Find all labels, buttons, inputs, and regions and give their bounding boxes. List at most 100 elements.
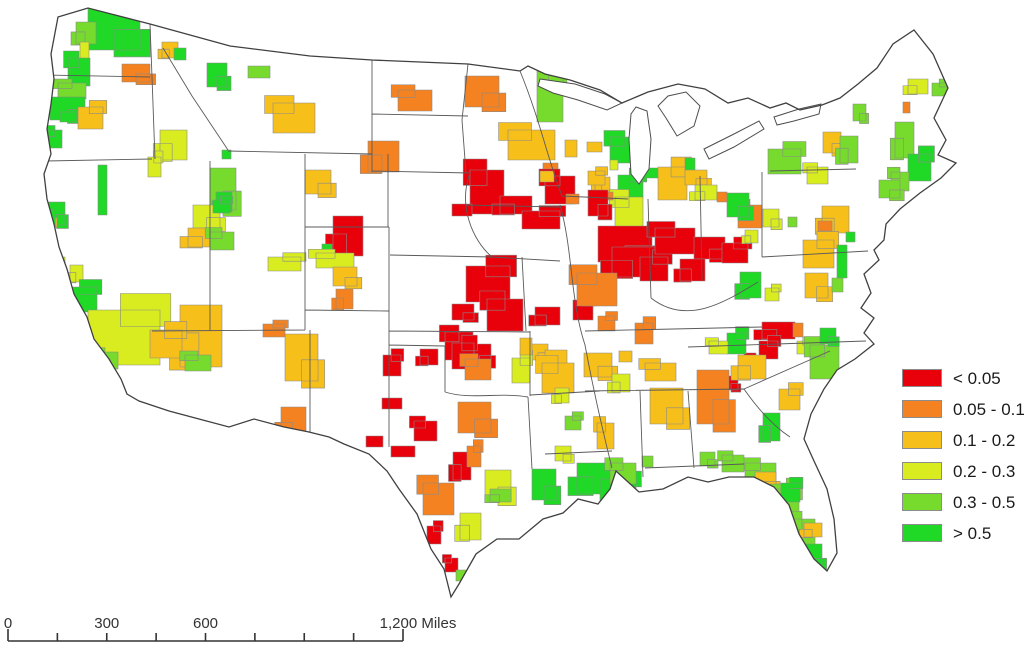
legend-swatch-a <box>902 431 942 449</box>
county-patch <box>649 387 690 430</box>
county-patch <box>758 335 782 360</box>
county-patch <box>551 387 570 405</box>
county-patch <box>717 450 745 473</box>
county-patch <box>61 289 74 306</box>
county-patch <box>564 411 584 431</box>
county-patch <box>466 439 484 468</box>
county-patch <box>308 248 355 269</box>
county-patch <box>554 445 575 464</box>
county-patch <box>44 319 80 347</box>
county-patch <box>641 455 654 468</box>
county-patch <box>787 216 798 228</box>
county-patch <box>63 50 91 87</box>
county-patch <box>390 84 433 112</box>
county-patch <box>539 170 555 183</box>
county-patch <box>331 288 354 311</box>
county-patch <box>618 350 633 363</box>
county-patch <box>734 271 762 300</box>
county-patch <box>77 100 108 130</box>
county-patch <box>831 277 844 293</box>
county-patch <box>479 290 524 332</box>
county-patch <box>179 350 212 372</box>
county-patch <box>519 337 533 356</box>
county-patch <box>778 382 804 411</box>
county-patch <box>587 166 608 186</box>
county-patch <box>878 179 905 201</box>
lake-erie <box>703 120 765 160</box>
county-patch <box>459 353 492 381</box>
county-patch <box>762 208 783 230</box>
legend-item: 0.1 - 0.2 <box>902 428 1024 452</box>
county-patch <box>726 326 750 355</box>
great-lakes <box>537 78 822 185</box>
county-patch <box>792 322 804 338</box>
county-patch <box>382 348 404 377</box>
scale-label: 1,200 Miles <box>380 615 457 632</box>
state-borders <box>45 23 869 478</box>
legend-item: 0.3 - 0.5 <box>902 490 1024 514</box>
county-patch <box>634 316 656 345</box>
county-patch <box>535 355 575 394</box>
county-patch <box>454 512 482 542</box>
county-patch <box>767 141 807 175</box>
county-patch <box>852 103 869 124</box>
county-patch <box>484 488 512 503</box>
lake-michigan <box>628 106 652 185</box>
county-patch <box>247 65 271 79</box>
county-patch <box>609 159 619 171</box>
county-patch <box>455 569 471 582</box>
county-patch <box>212 195 233 214</box>
county-patch <box>804 272 833 303</box>
county-patch <box>390 445 416 458</box>
county-patch <box>206 62 232 91</box>
county-patch <box>511 350 533 384</box>
scale-bar: 0 300 600 1,200 Miles <box>4 615 457 642</box>
county-patch <box>47 244 58 259</box>
county-patch <box>304 169 337 198</box>
county-patch <box>121 63 156 85</box>
county-patch <box>332 266 363 290</box>
county-patch <box>264 95 316 134</box>
county-patch <box>604 457 637 485</box>
county-patch <box>758 412 781 443</box>
legend-item: 0.2 - 0.3 <box>902 459 1024 483</box>
county-patch <box>284 333 325 389</box>
county-patch <box>902 78 929 96</box>
county-patch <box>173 47 187 61</box>
legend-item: < 0.05 <box>902 366 1024 390</box>
county-patch <box>902 101 911 114</box>
county-patch <box>521 205 566 230</box>
legend-swatch-o <box>902 400 942 418</box>
legend-swatch-y <box>902 462 942 480</box>
county-patch <box>64 279 103 313</box>
legend-swatch-g <box>902 493 942 511</box>
county-patch <box>457 401 498 438</box>
county-patch <box>115 463 129 476</box>
county-patch <box>409 415 438 442</box>
county-patch <box>586 141 603 153</box>
county-patch <box>565 193 580 205</box>
county-patch <box>464 75 507 112</box>
county-patch <box>817 220 833 232</box>
county-patch <box>44 331 76 349</box>
county-patch <box>528 306 561 327</box>
county-patch <box>726 192 754 221</box>
county-patch <box>267 252 307 272</box>
county-patch <box>44 209 56 289</box>
county-patch <box>741 229 759 244</box>
county-patch <box>491 195 533 216</box>
county-patch <box>451 203 473 217</box>
county-patch <box>696 369 736 433</box>
county-patch <box>716 191 728 203</box>
county-patch <box>448 451 472 482</box>
county-patch <box>836 244 848 279</box>
county-patch <box>97 164 108 216</box>
county-patch <box>416 474 455 516</box>
county-patch <box>381 397 403 410</box>
legend-swatch-r <box>902 369 942 387</box>
county-patch <box>597 311 618 332</box>
legend-label: 0.05 - 0.1 <box>953 399 1024 419</box>
legend-swatch-d <box>902 524 942 542</box>
county-patch <box>564 139 578 158</box>
county-patch <box>147 150 164 178</box>
